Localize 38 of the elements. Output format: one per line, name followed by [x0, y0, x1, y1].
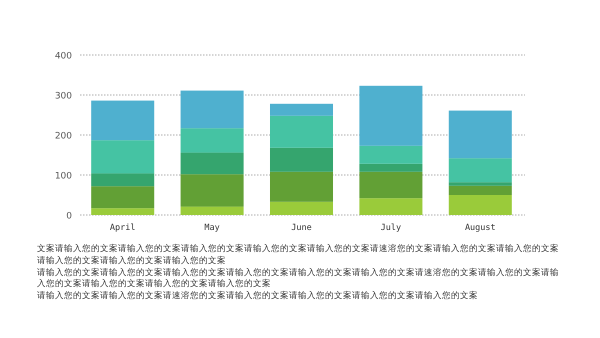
bar — [270, 104, 334, 116]
text: 请输入您的文案请输入您的文案请速溶您的文案请输入您的文案请输入您的文案请输入您的文案请输入您的文案 — [37, 291, 479, 302]
bar — [180, 174, 244, 207]
text: 文案请输入您的文案请输入您的文案请输入您的文案请输入您的文案请输入您的文案请速溶您的文案请输入您的文案请输入您的文案请输入您的文案请输入您的文案请输入您的文案 — [37, 244, 560, 267]
bar — [180, 90, 244, 128]
x-tick-label: June — [291, 223, 312, 233]
x-tick-label: April — [110, 223, 136, 233]
y-tick-label: 400 — [54, 52, 72, 62]
y-tick-label: 300 — [54, 92, 72, 102]
bar — [359, 172, 422, 198]
bar — [91, 208, 154, 215]
bar — [270, 116, 334, 148]
bar — [270, 148, 334, 172]
bar — [359, 164, 422, 172]
bar — [91, 186, 154, 208]
x-tick-label: July — [380, 223, 402, 233]
bar — [91, 173, 154, 186]
bar — [270, 202, 334, 215]
bar — [91, 140, 154, 174]
bar — [180, 206, 244, 215]
bar — [180, 152, 244, 174]
bar — [359, 146, 422, 164]
y-tick-label: 0 — [66, 212, 72, 222]
y-tick-label: 100 — [54, 172, 72, 182]
x-tick-label: May — [204, 223, 220, 233]
text: 请输入您的文案请输入您的文案请输入您的文案请输入您的文案请输入您的文案请输入您的文案请速溶您的文案请输入您的文案请输入您的文案请输入您的文案请输入您的文案请输入您的文案 — [37, 268, 560, 290]
bar — [91, 100, 154, 140]
bar — [448, 158, 512, 182]
bar — [359, 198, 422, 215]
bar — [359, 86, 422, 146]
bar — [270, 172, 334, 202]
bar — [448, 186, 512, 195]
y-tick-label: 200 — [54, 132, 72, 142]
bar — [448, 195, 512, 215]
x-tick-label: August — [464, 223, 496, 233]
bar — [448, 182, 512, 186]
bar — [180, 128, 244, 153]
bar — [448, 110, 512, 158]
